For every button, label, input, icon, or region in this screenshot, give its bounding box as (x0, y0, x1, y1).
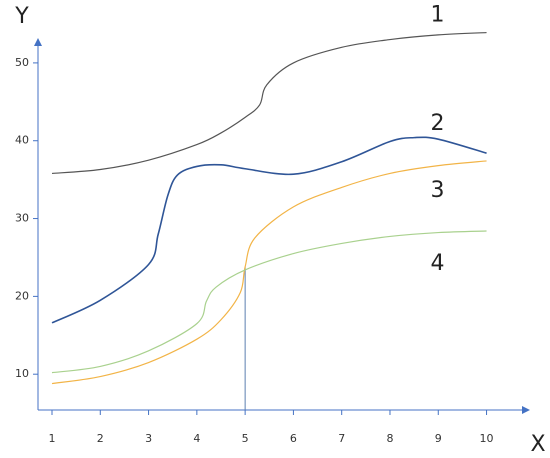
x-tick-label: 8 (386, 432, 393, 445)
series-label: 2 (431, 111, 445, 136)
series-line (51, 31, 487, 175)
y-tick-label: 50 (15, 56, 29, 69)
x-tick-label: 6 (290, 432, 297, 445)
x-tick-label: 10 (480, 432, 494, 445)
y-tick-label: 20 (15, 289, 29, 302)
series-line (51, 160, 487, 385)
series-line (51, 230, 487, 374)
series-line (51, 136, 487, 324)
x-axis-label: X (530, 432, 545, 457)
y-axis-arrow (34, 38, 42, 46)
series-label: 1 (431, 3, 445, 28)
series-label: 4 (431, 251, 445, 276)
x-tick-label: 7 (338, 432, 345, 445)
series-label: 3 (431, 178, 445, 203)
x-tick-label: 2 (97, 432, 104, 445)
x-tick-label: 3 (145, 432, 152, 445)
y-tick-label: 40 (15, 134, 29, 147)
y-tick-label: 10 (15, 367, 29, 380)
y-tick-label: 30 (15, 212, 29, 225)
y-axis-label: Y (14, 4, 29, 29)
x-tick-label: 1 (49, 432, 56, 445)
x-tick-label: 9 (435, 432, 442, 445)
x-axis-arrow (522, 406, 530, 414)
x-tick-label: 4 (193, 432, 200, 445)
x-tick-label: 5 (242, 432, 249, 445)
